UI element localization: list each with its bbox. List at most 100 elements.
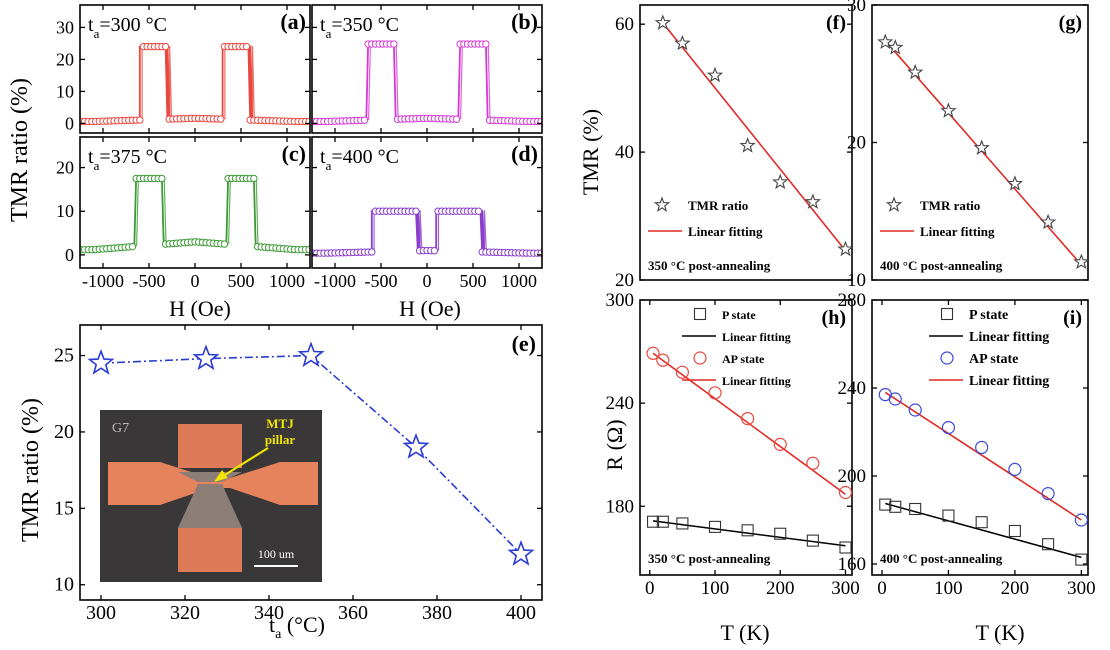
data-point-p [909, 502, 922, 516]
anneal-temp-sub: a [94, 158, 100, 173]
data-point-p [1008, 524, 1021, 538]
data-point [360, 116, 369, 124]
annealing-note: 350 °C post-annealing [648, 551, 771, 566]
hysteresis-curves [312, 40, 542, 126]
pad-bottom [178, 528, 242, 572]
legend-label: Linear fitting [722, 330, 791, 344]
panel-label: (c) [282, 141, 306, 166]
legend-star [653, 196, 671, 212]
data-point [305, 245, 310, 254]
resistance-vs-t-panel-h: 0 100 200 300 180 240 300 P state Linear fitting… [606, 290, 860, 599]
legend-label: Linear fitting [920, 224, 995, 239]
legend-star [885, 196, 903, 212]
data-point-star [87, 348, 115, 375]
anneal-temp-label: ta=350 °C [320, 14, 399, 41]
data-point [412, 207, 420, 215]
x-tick-label: 380 [422, 602, 452, 624]
data-point-star [877, 33, 894, 50]
panel-label: (b) [511, 9, 538, 34]
y-tick-label: 30 [847, 0, 866, 16]
data-point-p [741, 524, 754, 537]
x-tick-label: 0 [191, 271, 200, 291]
anneal-temp-t: t [88, 14, 94, 36]
data-point-p [1075, 553, 1088, 566]
anneal-temp-label: ta=375 °C [88, 146, 167, 173]
y-tick-label: 20 [54, 421, 74, 443]
legend-label: P state [722, 308, 756, 322]
x-tick-label: 300 [831, 578, 860, 599]
x-tick-label: 500 [460, 271, 487, 291]
x-tick-label: 340 [254, 602, 284, 624]
anneal-temp-label: ta=300 °C [88, 14, 167, 41]
y-tick-label: 30 [56, 17, 74, 37]
fit-line [662, 22, 847, 252]
y-tick-label: 240 [606, 393, 635, 414]
data-point-ap [773, 437, 787, 451]
x-tick-label: 100 [701, 578, 730, 599]
y-tick-label: 20 [56, 158, 74, 178]
data-point [161, 42, 170, 51]
hysteresis-curve [80, 45, 310, 123]
pointer-label-line2: pillar [265, 432, 296, 447]
data-point-p [656, 515, 669, 528]
x-tick-label: 500 [228, 271, 255, 291]
hysteresis-panel-d: -1000 -500 0 500 1000 ta=400 °C (d) [311, 136, 543, 291]
legend-label: Linear fitting [722, 374, 791, 388]
data-point-ap [741, 411, 755, 426]
y-tick-label: 20 [615, 270, 634, 291]
data-point-ap [646, 346, 660, 360]
data-point-star [674, 34, 691, 51]
panel-label: (g) [1059, 12, 1082, 34]
hysteresis-curves [80, 42, 310, 126]
e-y-label: TMR ratio (%) [18, 398, 44, 542]
hysteresis-x-label-left: H (Oe) [169, 296, 231, 321]
pointer-arrow-head [214, 470, 228, 482]
i-x-label: T (K) [975, 620, 1024, 645]
x-tick-label: 200 [1001, 578, 1030, 599]
hysteresis-curve-return [83, 177, 310, 250]
plot-frame [871, 299, 1089, 576]
data-point-star [706, 66, 724, 83]
data-point-ap [708, 386, 722, 400]
data-point-p [774, 527, 787, 540]
fit-line [884, 40, 1082, 266]
x-tick-label: -500 [365, 271, 398, 291]
data-point-star [192, 344, 220, 371]
plot-frame [79, 324, 543, 601]
hysteresis-x-label-right: H (Oe) [399, 296, 461, 321]
data-point-star [1040, 213, 1057, 230]
data-point-star [887, 39, 904, 55]
y-tick-label: 60 [615, 14, 634, 35]
data-point [452, 115, 461, 123]
data-point-ap [1008, 462, 1022, 476]
data-point-p [879, 498, 892, 511]
tmr-vs-t-panel-g: 10 20 30 TMR ratio Linear fitting 400 °C post… [847, 0, 1090, 291]
plot-frame [639, 4, 853, 281]
data-point-star [1006, 175, 1023, 191]
y-tick-label: 0 [65, 113, 74, 133]
anneal-temp-label: ta=400 °C [320, 146, 399, 173]
data-point [250, 174, 258, 183]
y-tick-label: 240 [838, 378, 867, 399]
plot-frame [639, 299, 853, 576]
data-point [368, 248, 376, 256]
x-tick-label: -500 [133, 271, 166, 291]
anneal-temp-value: =350 °C [331, 14, 399, 36]
annealing-note: 350 °C post-annealing [648, 258, 771, 273]
data-point-ap [908, 403, 922, 417]
data-point-star [804, 193, 821, 209]
ta-dependence-panel: 300 320 340 360 380 400 10 15 20 25 (e) [54, 324, 543, 624]
e-x-label-sub: a [275, 627, 282, 642]
data-point [430, 247, 439, 255]
anneal-temp-t: t [88, 146, 94, 168]
data-point-star [654, 14, 671, 30]
anneal-temp-value: =375 °C [99, 146, 167, 168]
y-tick-label: 300 [606, 290, 635, 311]
data-point-p [708, 520, 722, 533]
x-tick-label: 100 [934, 578, 963, 599]
y-tick-label: 20 [56, 49, 74, 69]
legend-label: Linear fitting [688, 224, 763, 239]
e-x-label-unit: (°C) [281, 612, 325, 637]
anneal-temp-t: t [320, 146, 326, 168]
anneal-temp-t: t [320, 14, 326, 36]
